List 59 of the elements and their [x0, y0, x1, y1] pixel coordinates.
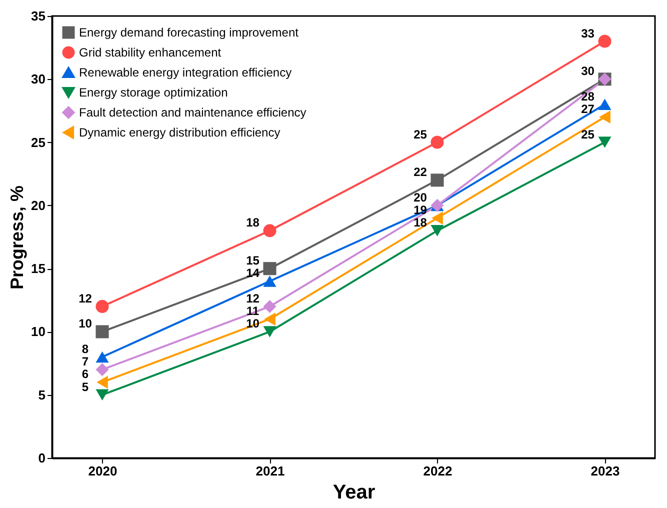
x-tick-label: 2020 [88, 464, 118, 478]
point [263, 224, 276, 238]
point [263, 262, 276, 276]
point [430, 174, 444, 187]
y-tick-label: 5 [38, 387, 46, 402]
point [263, 326, 276, 338]
point [599, 110, 610, 124]
y-tick-label: 20 [31, 198, 46, 213]
data-label: 18 [414, 216, 428, 230]
data-label: 25 [581, 127, 595, 142]
point [598, 34, 612, 48]
point [598, 136, 612, 148]
data-label: 5 [82, 380, 89, 394]
point [432, 212, 443, 225]
y-tick-label: 35 [31, 8, 46, 24]
point [96, 363, 109, 376]
x-axis-title: Year [332, 482, 376, 504]
x-tick-label: 2023 [590, 464, 620, 478]
y-tick-label: 10 [31, 324, 46, 340]
legend-label: Energy demand forecasting improvement [79, 26, 300, 40]
y-tick-label: 0 [38, 450, 46, 466]
data-label: 30 [581, 64, 595, 78]
data-label: 27 [581, 102, 595, 116]
point [430, 225, 444, 236]
data-label: 25 [414, 127, 428, 142]
data-label: 12 [78, 291, 92, 306]
data-label: 18 [246, 216, 260, 230]
legend-label: Fault detection and maintenance efficiency [79, 106, 306, 120]
point [96, 351, 109, 363]
data-label: 28 [581, 89, 595, 104]
point [263, 300, 276, 313]
legend-label: Dynamic energy distribution efficiency [79, 126, 280, 140]
point [96, 325, 109, 338]
point [96, 300, 109, 313]
point [96, 376, 108, 389]
data-label: 12 [246, 291, 260, 306]
point [430, 136, 444, 149]
data-label: 15 [246, 254, 260, 268]
data-label: 6 [82, 367, 89, 382]
point [263, 276, 276, 287]
y-tick-label: 15 [31, 261, 46, 276]
point [598, 98, 612, 110]
data-label: 11 [246, 304, 260, 318]
y-tick-label: 30 [31, 72, 46, 87]
data-label: 7 [82, 354, 89, 369]
point [264, 312, 276, 326]
point [96, 389, 109, 401]
legend-label: Grid stability enhancement [79, 46, 222, 60]
data-label: 8 [82, 342, 89, 356]
y-axis-title: Progress, % [7, 185, 28, 290]
legend-label: Energy storage optimization [79, 86, 228, 100]
y-tick-label: 25 [31, 134, 46, 150]
x-tick-label: 2021 [256, 464, 285, 478]
data-label: 10 [78, 316, 92, 331]
data-label: 33 [581, 26, 595, 40]
x-tick-label: 2022 [423, 464, 452, 478]
data-label: 22 [414, 165, 428, 180]
legend-label: Renewable energy integration efficiency [79, 66, 292, 80]
data-label: 20 [414, 190, 428, 204]
